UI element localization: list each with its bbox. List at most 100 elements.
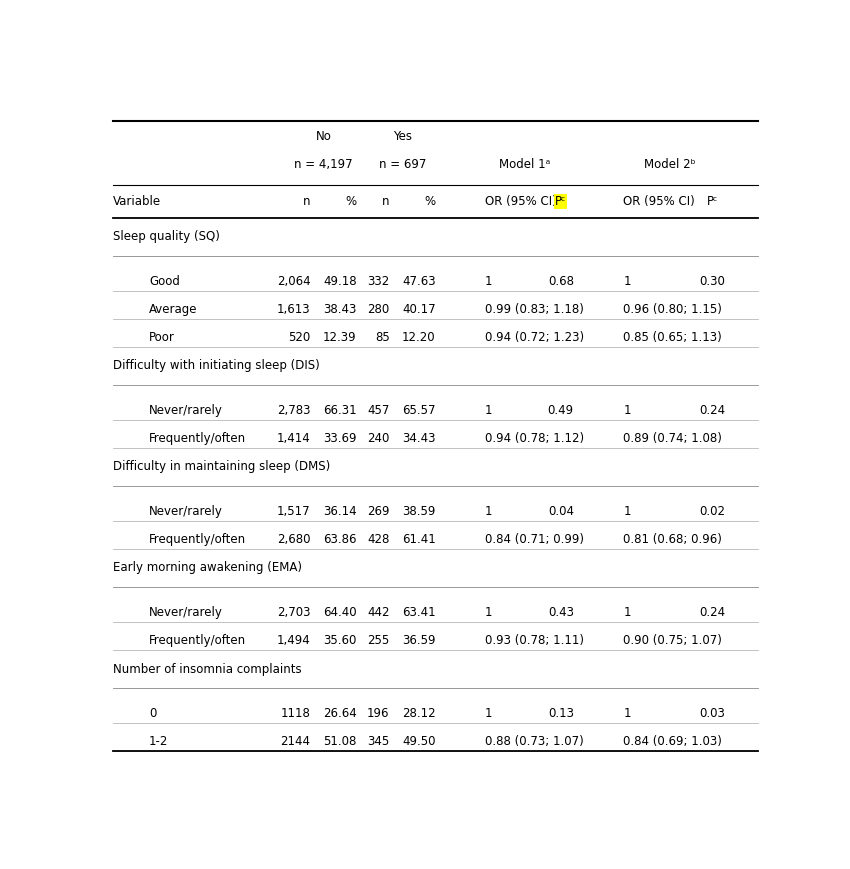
Text: 240: 240 bbox=[367, 433, 389, 445]
Text: Poor: Poor bbox=[149, 331, 175, 344]
Text: n: n bbox=[382, 195, 389, 208]
Text: 1,494: 1,494 bbox=[277, 634, 310, 647]
Text: n = 697: n = 697 bbox=[379, 158, 427, 171]
Text: 0.94 (0.72; 1.23): 0.94 (0.72; 1.23) bbox=[485, 331, 584, 344]
Text: Sleep quality (SQ): Sleep quality (SQ) bbox=[113, 230, 219, 243]
Text: 1: 1 bbox=[623, 404, 631, 417]
Text: 0.30: 0.30 bbox=[700, 275, 725, 289]
Text: Never/rarely: Never/rarely bbox=[149, 607, 223, 620]
Text: Never/rarely: Never/rarely bbox=[149, 505, 223, 518]
Text: Good: Good bbox=[149, 275, 180, 289]
Text: 0.93 (0.78; 1.11): 0.93 (0.78; 1.11) bbox=[485, 634, 584, 647]
Text: 63.86: 63.86 bbox=[323, 534, 357, 547]
Text: 196: 196 bbox=[367, 707, 389, 720]
Text: 520: 520 bbox=[288, 331, 310, 344]
Text: 36.59: 36.59 bbox=[402, 634, 435, 647]
Text: 0.89 (0.74; 1.08): 0.89 (0.74; 1.08) bbox=[623, 433, 722, 445]
Text: 280: 280 bbox=[367, 303, 389, 316]
Text: 34.43: 34.43 bbox=[402, 433, 435, 445]
Text: 0.24: 0.24 bbox=[700, 607, 725, 620]
Text: Variable: Variable bbox=[113, 195, 161, 208]
Text: 0.84 (0.69; 1.03): 0.84 (0.69; 1.03) bbox=[623, 735, 722, 748]
Text: 1: 1 bbox=[485, 707, 492, 720]
Text: n = 4,197: n = 4,197 bbox=[294, 158, 353, 171]
Text: 332: 332 bbox=[367, 275, 389, 289]
Text: 2,783: 2,783 bbox=[277, 404, 310, 417]
Text: 26.64: 26.64 bbox=[323, 707, 357, 720]
Text: 1: 1 bbox=[485, 607, 492, 620]
Text: 0.81 (0.68; 0.96): 0.81 (0.68; 0.96) bbox=[623, 534, 722, 547]
Text: 442: 442 bbox=[367, 607, 389, 620]
Text: Number of insomnia complaints: Number of insomnia complaints bbox=[113, 662, 302, 675]
Text: 0.02: 0.02 bbox=[700, 505, 725, 518]
Text: 51.08: 51.08 bbox=[323, 735, 357, 748]
Text: 36.14: 36.14 bbox=[323, 505, 357, 518]
Text: 1,613: 1,613 bbox=[277, 303, 310, 316]
Text: n: n bbox=[303, 195, 310, 208]
Text: 85: 85 bbox=[375, 331, 389, 344]
Text: 1: 1 bbox=[485, 275, 492, 289]
Text: 0.43: 0.43 bbox=[547, 607, 574, 620]
Text: 0.13: 0.13 bbox=[547, 707, 574, 720]
Text: 255: 255 bbox=[367, 634, 389, 647]
Text: 49.50: 49.50 bbox=[402, 735, 435, 748]
Text: 345: 345 bbox=[367, 735, 389, 748]
Text: 47.63: 47.63 bbox=[402, 275, 435, 289]
Text: 1: 1 bbox=[623, 505, 631, 518]
Text: Never/rarely: Never/rarely bbox=[149, 404, 223, 417]
Text: Model 1ᵃ: Model 1ᵃ bbox=[499, 158, 550, 171]
Text: OR (95% CI): OR (95% CI) bbox=[623, 195, 695, 208]
Text: 63.41: 63.41 bbox=[402, 607, 435, 620]
Text: 38.43: 38.43 bbox=[323, 303, 357, 316]
Text: 0.03: 0.03 bbox=[700, 707, 725, 720]
Text: 0: 0 bbox=[149, 707, 156, 720]
Text: 1: 1 bbox=[485, 404, 492, 417]
Text: %: % bbox=[424, 195, 435, 208]
Text: %: % bbox=[345, 195, 357, 208]
Text: 428: 428 bbox=[367, 534, 389, 547]
Text: Frequently/often: Frequently/often bbox=[149, 433, 246, 445]
Text: 1,517: 1,517 bbox=[277, 505, 310, 518]
Text: 457: 457 bbox=[367, 404, 389, 417]
Text: Model 2ᵇ: Model 2ᵇ bbox=[643, 158, 695, 171]
Text: 0.04: 0.04 bbox=[547, 505, 574, 518]
Text: 66.31: 66.31 bbox=[323, 404, 357, 417]
Text: 33.69: 33.69 bbox=[323, 433, 357, 445]
Text: 1-2: 1-2 bbox=[149, 735, 168, 748]
Text: 0.68: 0.68 bbox=[547, 275, 574, 289]
Text: Pᶜ: Pᶜ bbox=[706, 195, 718, 208]
Text: 0.85 (0.65; 1.13): 0.85 (0.65; 1.13) bbox=[623, 331, 722, 344]
Text: 12.20: 12.20 bbox=[402, 331, 435, 344]
Text: 61.41: 61.41 bbox=[402, 534, 435, 547]
Text: 0.49: 0.49 bbox=[547, 404, 574, 417]
Text: 0.84 (0.71; 0.99): 0.84 (0.71; 0.99) bbox=[485, 534, 584, 547]
Text: 64.40: 64.40 bbox=[323, 607, 357, 620]
Text: 1: 1 bbox=[623, 275, 631, 289]
Text: 1,414: 1,414 bbox=[277, 433, 310, 445]
Text: 0.99 (0.83; 1.18): 0.99 (0.83; 1.18) bbox=[485, 303, 584, 316]
Text: 28.12: 28.12 bbox=[402, 707, 435, 720]
Text: 0.24: 0.24 bbox=[700, 404, 725, 417]
Text: 38.59: 38.59 bbox=[402, 505, 435, 518]
Text: 40.17: 40.17 bbox=[402, 303, 435, 316]
Text: Early morning awakening (EMA): Early morning awakening (EMA) bbox=[113, 561, 302, 574]
Text: 1: 1 bbox=[623, 607, 631, 620]
Text: 1118: 1118 bbox=[280, 707, 310, 720]
Text: 0.96 (0.80; 1.15): 0.96 (0.80; 1.15) bbox=[623, 303, 722, 316]
Text: 65.57: 65.57 bbox=[402, 404, 435, 417]
Text: Frequently/often: Frequently/often bbox=[149, 534, 246, 547]
Text: 2144: 2144 bbox=[280, 735, 310, 748]
Text: Difficulty in maintaining sleep (DMS): Difficulty in maintaining sleep (DMS) bbox=[113, 461, 330, 474]
Text: OR (95% CI): OR (95% CI) bbox=[485, 195, 557, 208]
Text: Difficulty with initiating sleep (DIS): Difficulty with initiating sleep (DIS) bbox=[113, 360, 320, 373]
Text: 0.88 (0.73; 1.07): 0.88 (0.73; 1.07) bbox=[485, 735, 584, 748]
Text: Average: Average bbox=[149, 303, 197, 316]
Text: 0.94 (0.78; 1.12): 0.94 (0.78; 1.12) bbox=[485, 433, 584, 445]
Text: Pᶜ: Pᶜ bbox=[555, 195, 566, 208]
Text: 269: 269 bbox=[367, 505, 389, 518]
Text: 1: 1 bbox=[623, 707, 631, 720]
Text: 35.60: 35.60 bbox=[323, 634, 357, 647]
Text: 49.18: 49.18 bbox=[323, 275, 357, 289]
Text: No: No bbox=[315, 129, 332, 143]
Text: 2,680: 2,680 bbox=[277, 534, 310, 547]
